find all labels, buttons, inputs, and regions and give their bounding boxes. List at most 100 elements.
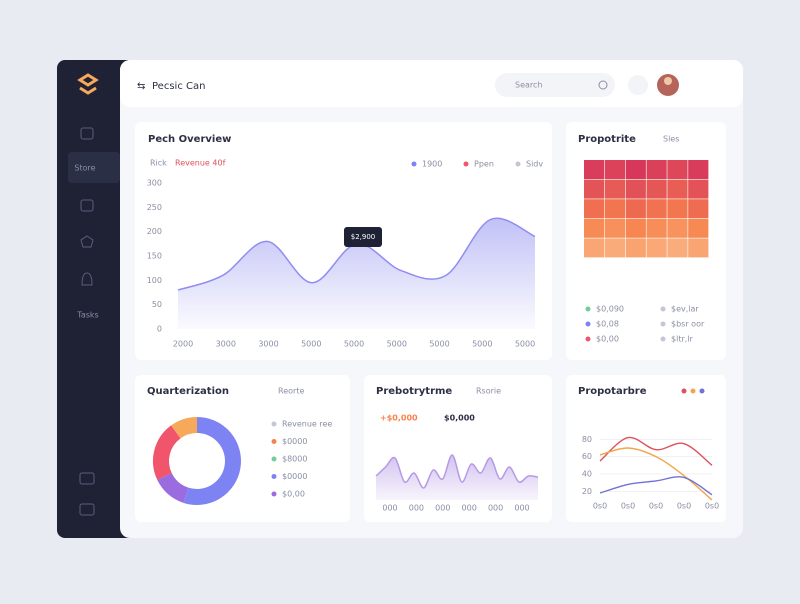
card-menu[interactable]: Rsorie — [476, 387, 501, 396]
nav-active[interactable] — [68, 152, 120, 183]
heat-cell — [604, 160, 626, 179]
heat-cell — [584, 160, 605, 179]
y-tick-label: 0 — [157, 325, 162, 334]
legend-swatch — [463, 161, 469, 167]
heat-cell — [667, 179, 688, 199]
y-tick-label: 200 — [147, 227, 162, 236]
search-box[interactable] — [495, 73, 615, 97]
y-tick-label: 100 — [147, 276, 162, 285]
heat-cell — [625, 238, 646, 258]
card-title: Prebotrytrme — [376, 386, 452, 397]
legend-swatch — [699, 388, 705, 394]
x-tick-label: 000 — [435, 504, 450, 513]
legend-label: $ltr,lr — [671, 335, 694, 344]
heat-cell — [667, 218, 688, 238]
heat-cell — [584, 199, 605, 219]
nav-icons[interactable] — [79, 127, 95, 516]
heat-cell — [584, 179, 605, 199]
x-tick-label: 5000 — [429, 340, 449, 349]
brand: Pecsic Can — [152, 81, 205, 92]
heat-cell — [625, 199, 646, 219]
legend-label: $0,08 — [596, 320, 619, 329]
search-icon[interactable] — [598, 80, 608, 90]
x-tick-label: 000 — [462, 504, 477, 513]
legend-swatch — [585, 336, 591, 342]
legend-label: $bsr oor — [671, 320, 705, 329]
heat-cell — [688, 238, 709, 258]
y-tick-label: 150 — [147, 252, 162, 261]
x-tick-label: 5000 — [472, 340, 492, 349]
legend-swatch — [585, 321, 591, 327]
heat-cell — [625, 218, 646, 238]
card-title: Pech Overview — [148, 134, 231, 145]
card-title: Propotarbre — [578, 386, 647, 397]
heat-cell — [646, 238, 667, 258]
nav-label[interactable]: Tasks — [76, 311, 98, 320]
heat-cell — [584, 218, 605, 238]
header — [120, 60, 743, 107]
x-tick-label: 0s0 — [593, 502, 607, 511]
x-tick-label: 0s0 — [705, 502, 719, 511]
legend-swatch — [271, 439, 277, 444]
x-tick-label: 5000 — [515, 340, 535, 349]
heat-cell — [646, 218, 667, 238]
y-tick-label: 300 — [147, 179, 162, 188]
x-tick-label: 3000 — [258, 340, 278, 349]
heat-cell — [646, 199, 667, 219]
line-series — [599, 447, 713, 501]
card — [566, 375, 726, 522]
legend-label: $ev,lar — [671, 305, 699, 314]
legend-swatch — [690, 388, 696, 394]
heat-cell — [688, 218, 709, 238]
heat-cell — [667, 238, 688, 258]
avatar-face — [664, 77, 672, 85]
notification-button[interactable] — [628, 75, 648, 95]
y-tick-label: 40 — [582, 470, 592, 479]
x-tick-label: 5000 — [387, 340, 407, 349]
x-tick-label: 000 — [514, 504, 529, 513]
legend-swatch — [660, 336, 666, 342]
donut-segment — [157, 472, 189, 503]
legend-swatch — [411, 161, 417, 167]
legend-label: Sidv — [526, 160, 543, 169]
y-tick-label: 250 — [147, 203, 162, 212]
tooltip — [344, 227, 382, 247]
x-tick-label: 000 — [409, 504, 424, 513]
legend-swatch — [271, 456, 277, 462]
line-series — [599, 476, 713, 496]
legend-label: $0,00 — [282, 490, 305, 499]
x-tick-label: 000 — [488, 504, 503, 513]
line-series — [599, 436, 713, 466]
donut-segment — [183, 417, 241, 505]
y-tick-label: 80 — [582, 435, 592, 444]
legend-label: 1900 — [422, 160, 442, 169]
y-tick-label: 50 — [152, 300, 162, 309]
area-fill — [376, 454, 538, 500]
legend-label: Ppen — [474, 160, 494, 169]
card-menu[interactable]: Reorte — [278, 387, 304, 396]
area-line — [375, 454, 539, 489]
heat-cell — [688, 199, 709, 219]
heat-cell — [604, 238, 626, 258]
heat-cell — [667, 160, 688, 179]
legend-label: $0000 — [282, 472, 307, 481]
legend-label: $0000 — [282, 437, 307, 446]
x-tick-label: 000 — [382, 504, 397, 513]
legend-swatch — [681, 388, 687, 394]
heat-cell — [604, 179, 626, 199]
heat-cell — [646, 179, 667, 199]
x-tick-label: 0s0 — [677, 502, 691, 511]
label: Rick — [150, 159, 167, 168]
heat-cell — [604, 199, 626, 219]
legend-swatch — [515, 161, 521, 167]
highlight: +$0,000 — [380, 414, 418, 423]
search-placeholder[interactable]: Search — [515, 81, 542, 90]
card-menu[interactable]: Sles — [663, 135, 679, 144]
legend-swatch — [660, 321, 666, 327]
card — [135, 375, 350, 522]
nav-label[interactable]: Store — [74, 164, 95, 173]
highlight: $0,000 — [444, 414, 475, 423]
legend-swatch — [271, 474, 277, 479]
y-tick-label: 20 — [582, 487, 592, 496]
